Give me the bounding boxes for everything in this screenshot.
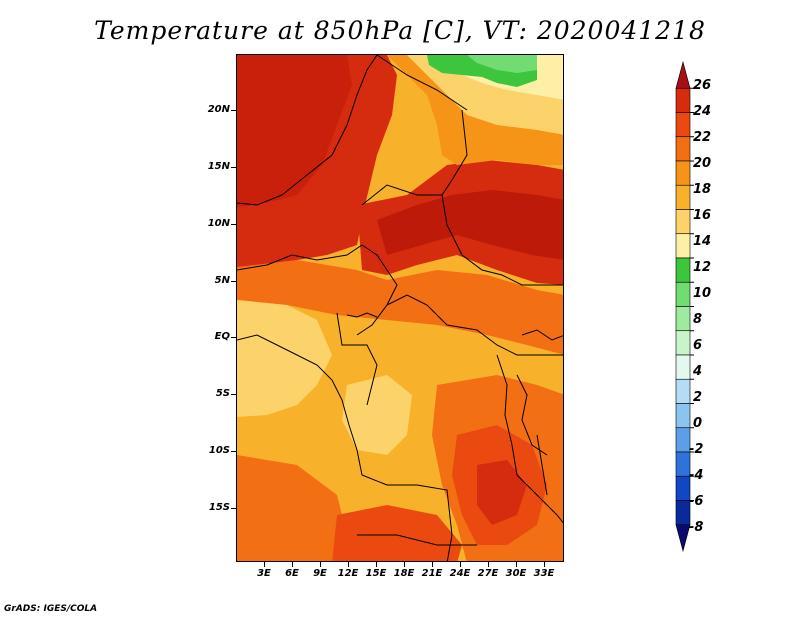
- lon-tick: [488, 562, 489, 567]
- lat-tick: [231, 167, 236, 168]
- colorbar-label-neg6: -6: [689, 494, 704, 509]
- lat-tick: [231, 337, 236, 338]
- lon-label-9e: 9E: [313, 568, 327, 579]
- colorbar-swatch: [675, 451, 691, 477]
- lat-label-5s: 5S: [215, 388, 230, 399]
- colorbar-swatch: [675, 378, 691, 404]
- lon-label-18e: 18E: [393, 568, 415, 579]
- lon-tick: [376, 562, 377, 567]
- colorbar-label-10: 10: [693, 286, 712, 301]
- lat-label-10s: 10S: [208, 445, 230, 456]
- lat-tick: [231, 451, 236, 452]
- colorbar-label-8: 8: [693, 312, 703, 327]
- lat-label-10n: 10N: [207, 218, 230, 229]
- colorbar-swatch: [675, 281, 691, 307]
- lon-tick: [516, 562, 517, 567]
- colorbar-label-24: 24: [693, 104, 712, 119]
- lon-label-3e: 3E: [257, 568, 271, 579]
- colorbar-swatch: [675, 112, 691, 138]
- lon-label-6e: 6E: [285, 568, 299, 579]
- colorbar-label-16: 16: [693, 208, 712, 223]
- lon-tick: [544, 562, 545, 567]
- credit-text: GrADS: IGES/COLA: [4, 604, 98, 614]
- lat-label-15n: 15N: [207, 161, 230, 172]
- lat-tick: [231, 508, 236, 509]
- lon-label-33e: 33E: [533, 568, 555, 579]
- colorbar-swatch: [675, 257, 691, 283]
- map-field: [237, 55, 563, 561]
- colorbar-label-12: 12: [693, 260, 712, 275]
- lat-tick: [231, 110, 236, 111]
- colorbar-label-22: 22: [693, 130, 712, 145]
- lon-tick: [460, 562, 461, 567]
- colorbar-label-20: 20: [693, 156, 712, 171]
- colorbar-swatch: [675, 160, 691, 186]
- colorbar-swatch: [675, 209, 691, 235]
- lon-tick: [320, 562, 321, 567]
- colorbar-label-0: 0: [693, 416, 703, 431]
- colorbar-swatch: [675, 136, 691, 162]
- lon-label-21e: 21E: [421, 568, 443, 579]
- lat-tick: [231, 281, 236, 282]
- lat-label-eq: EQ: [214, 331, 230, 342]
- lon-tick: [264, 562, 265, 567]
- colorbar-label-6: 6: [693, 338, 703, 353]
- lon-label-30e: 30E: [505, 568, 527, 579]
- colorbar-swatch: [675, 306, 691, 332]
- lat-label-20n: 20N: [207, 104, 230, 115]
- lon-label-24e: 24E: [449, 568, 471, 579]
- colorbar-label-18: 18: [693, 182, 712, 197]
- lat-label-5n: 5N: [214, 275, 230, 286]
- colorbar-swatch: [675, 427, 691, 453]
- colorbar-label-4: 4: [693, 364, 703, 379]
- lon-label-12e: 12E: [337, 568, 359, 579]
- colorbar-swatch: [675, 330, 691, 356]
- colorbar: [675, 60, 694, 553]
- lon-tick: [404, 562, 405, 567]
- colorbar-label-2: 2: [693, 390, 703, 405]
- colorbar-label-neg8: -8: [689, 520, 704, 535]
- lon-tick: [348, 562, 349, 567]
- lon-tick: [432, 562, 433, 567]
- colorbar-swatch: [675, 184, 691, 210]
- temperature-map: [236, 54, 564, 562]
- colorbar-swatch: [675, 524, 691, 553]
- lon-label-27e: 27E: [477, 568, 499, 579]
- chart-title: Temperature at 850hPa [C], VT: 202004121…: [94, 16, 706, 45]
- colorbar-label-neg4: -4: [689, 468, 704, 483]
- colorbar-swatch: [675, 403, 691, 429]
- colorbar-label-26: 26: [693, 78, 712, 93]
- colorbar-label-neg2: -2: [689, 442, 704, 457]
- lat-label-15s: 15S: [208, 502, 230, 513]
- colorbar-swatch: [675, 475, 691, 501]
- lon-tick: [292, 562, 293, 567]
- colorbar-swatch: [675, 233, 691, 259]
- lat-tick: [231, 224, 236, 225]
- lon-label-15e: 15E: [365, 568, 387, 579]
- lat-tick: [231, 394, 236, 395]
- colorbar-swatch: [675, 60, 691, 89]
- colorbar-swatch: [675, 87, 691, 113]
- colorbar-swatch: [675, 354, 691, 380]
- colorbar-label-14: 14: [693, 234, 712, 249]
- colorbar-swatch: [675, 500, 691, 526]
